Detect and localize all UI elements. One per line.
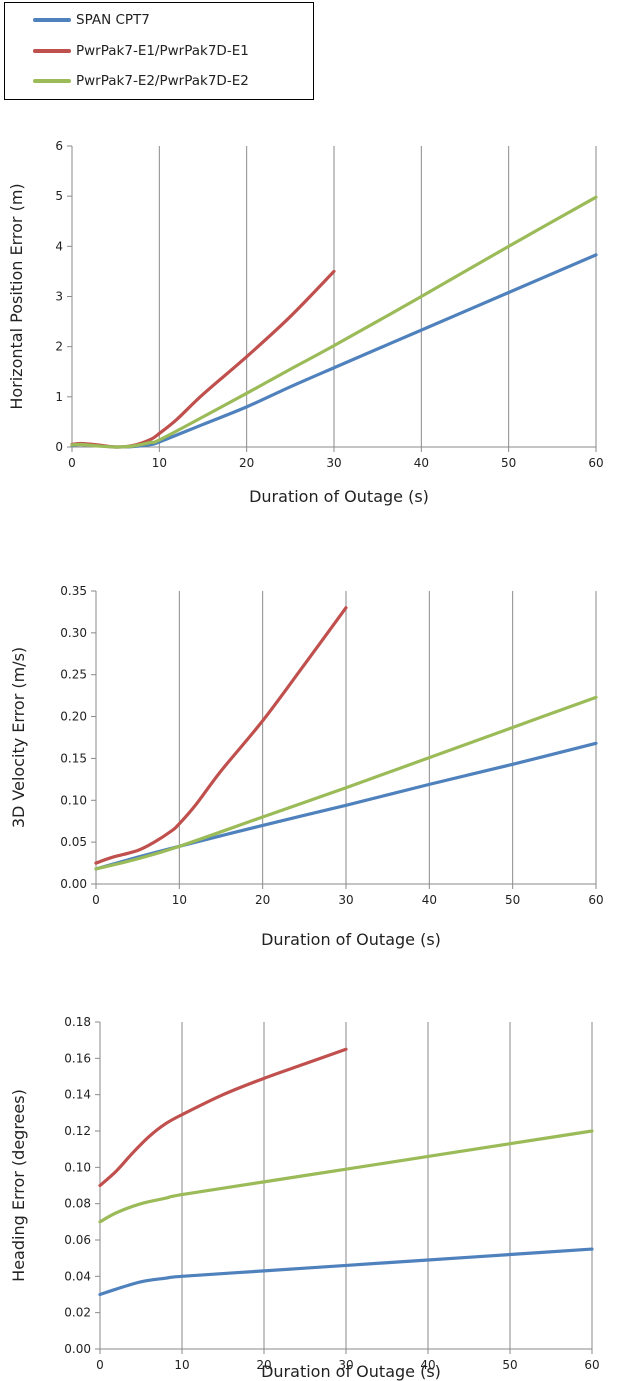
legend-swatch <box>33 18 71 22</box>
legend-swatch <box>33 49 71 53</box>
series-line-2 <box>98 1047 348 1188</box>
x-tick-label: 10 <box>152 456 167 470</box>
legend-item-pwrpak7-e1: PwrPak7-E1/PwrPak7D-E1 <box>5 40 249 62</box>
x-axis-title: Duration of Outage (s) <box>261 1362 441 1381</box>
legend-label: PwrPak7-E1/PwrPak7D-E1 <box>76 43 249 59</box>
x-tick-label: 10 <box>174 1358 189 1372</box>
x-tick-label: 20 <box>255 893 270 907</box>
x-tick-label: 0 <box>96 1358 104 1372</box>
y-tick-label: 0.02 <box>64 1306 91 1320</box>
y-tick-label: 0.14 <box>64 1088 91 1102</box>
velocity-error-chart: 0.00 0.05 0.10 0.15 0.20 0.25 0.30 0.35 0 10 20 30 4… <box>9 584 604 949</box>
y-tick-label: 0.05 <box>60 835 87 849</box>
y-tick-label: 2 <box>55 340 63 354</box>
x-tick-label: 30 <box>326 456 341 470</box>
x-tick-label: 50 <box>501 456 516 470</box>
x-tick-label: 30 <box>338 893 353 907</box>
legend-item-span-cpt7: SPAN CPT7 <box>5 9 150 31</box>
x-tick-label: 30 <box>338 1358 353 1372</box>
x-tick-label: 60 <box>584 1358 599 1372</box>
y-tick-label: 0.16 <box>64 1051 91 1065</box>
y-tick-label: 0.15 <box>60 751 87 765</box>
series-line-3 <box>70 195 598 449</box>
y-tick-label: 0.00 <box>64 1342 91 1356</box>
x-tick-label: 20 <box>256 1358 271 1372</box>
y-axis-title: Horizontal Position Error (m) <box>7 183 26 409</box>
y-tick-label: 0 <box>55 440 63 454</box>
x-tick-label: 0 <box>68 456 76 470</box>
y-tick-label: 0.18 <box>64 1015 91 1029</box>
x-tick-label: 50 <box>505 893 520 907</box>
x-tick-label: 0 <box>92 893 100 907</box>
x-tick-label: 40 <box>420 1358 435 1372</box>
legend-swatch <box>33 79 71 83</box>
series-line-3 <box>94 695 598 871</box>
y-tick-label: 0.35 <box>60 584 87 598</box>
series-line-2 <box>94 606 348 865</box>
legend-label: PwrPak7-E2/PwrPak7D-E2 <box>76 73 249 89</box>
x-axis-title: Duration of Outage (s) <box>249 487 429 506</box>
y-tick-label: 5 <box>55 189 63 203</box>
y-tick-label: 6 <box>55 139 63 153</box>
y-tick-label: 0.10 <box>60 793 87 807</box>
y-axis-title: 3D Velocity Error (m/s) <box>9 647 28 828</box>
x-tick-label: 60 <box>588 893 603 907</box>
x-tick-label: 60 <box>588 456 603 470</box>
x-tick-label: 20 <box>239 456 254 470</box>
y-tick-label: 0.20 <box>60 710 87 724</box>
y-tick-label: 4 <box>55 239 63 253</box>
x-tick-label: 40 <box>414 456 429 470</box>
y-tick-label: 1 <box>55 390 63 404</box>
legend-label: SPAN CPT7 <box>76 12 150 28</box>
y-tick-label: 0.08 <box>64 1197 91 1211</box>
y-tick-label: 0.25 <box>60 668 87 682</box>
y-tick-label: 0.12 <box>64 1124 91 1138</box>
y-tick-label: 0.04 <box>64 1269 91 1283</box>
y-tick-label: 0.30 <box>60 626 87 640</box>
x-tick-label: 50 <box>502 1358 517 1372</box>
series-line-2 <box>70 269 336 449</box>
y-tick-label: 0.06 <box>64 1233 91 1247</box>
legend-item-pwrpak7-e2: PwrPak7-E2/PwrPak7D-E2 <box>5 70 249 92</box>
y-tick-label: 0.00 <box>60 877 87 891</box>
series-line-1 <box>98 1247 594 1297</box>
x-tick-label: 10 <box>172 893 187 907</box>
heading-error-chart: 0.00 0.02 0.04 0.06 0.08 0.10 0.12 0.14 0.16 0.18… <box>9 1015 600 1381</box>
y-axis-title: Heading Error (degrees) <box>9 1089 28 1282</box>
x-tick-label: 40 <box>422 893 437 907</box>
y-tick-label: 3 <box>55 290 63 304</box>
x-axis-title: Duration of Outage (s) <box>261 930 441 949</box>
legend: SPAN CPT7 PwrPak7-E1/PwrPak7D-E1 PwrPak7… <box>4 2 314 100</box>
y-tick-label: 0.10 <box>64 1160 91 1174</box>
series-line-3 <box>98 1129 594 1224</box>
